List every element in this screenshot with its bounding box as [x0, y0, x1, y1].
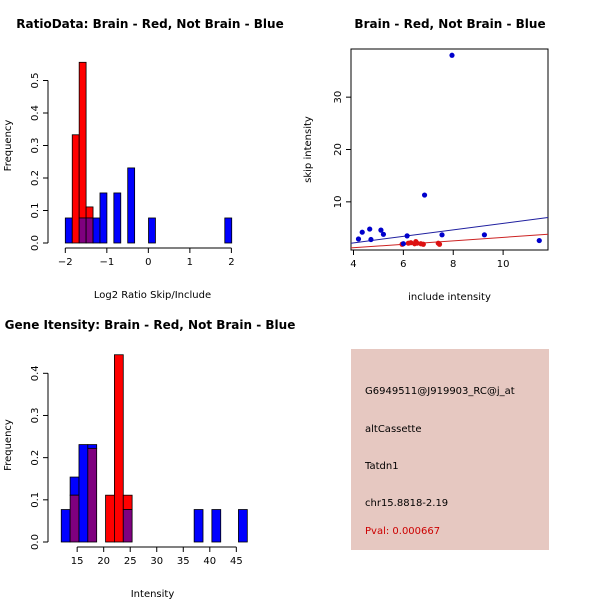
ratio-x-tick-label: −2	[58, 257, 73, 268]
ratio-y-tick-label: 0.1	[30, 203, 41, 219]
ratio-x-tick-label: 0	[145, 257, 151, 268]
scatter-y-tick-label: 10	[333, 195, 344, 208]
ratio-y-tick-label: 0.0	[30, 235, 41, 251]
scatter-y-tick-label: 20	[333, 143, 344, 156]
ratio-bar-not-brain	[92, 217, 101, 244]
ratio-x-axis-label: Log2 Ratio Skip/Include	[94, 290, 211, 301]
scatter-point-not-brain	[439, 232, 445, 238]
scatter-point-not-brain	[378, 227, 384, 233]
ratio-bar-overlap	[85, 217, 94, 244]
intensity-title: Gene Itensity: Brain - Red, Not Brain - …	[5, 318, 296, 332]
genomic-location: chr15.8818-2.19	[365, 498, 449, 509]
intensity-y-tick-label: 0.1	[30, 492, 41, 508]
scatter-point-not-brain	[359, 229, 365, 235]
intensity-y-tick-label: 0.0	[30, 534, 41, 550]
scatter-y-axis-label: skip intensity	[303, 116, 314, 183]
intensity-bar-not-brain	[78, 444, 89, 543]
intensity-y-tick-label: 0.3	[30, 408, 41, 424]
intensity-bar-not-brain	[60, 509, 71, 543]
intensity-x-tick-label: 45	[230, 556, 243, 567]
ratio-bar-brain	[71, 134, 80, 244]
intensity-bar-not-brain	[87, 444, 98, 449]
scatter-x-axis-label: include intensity	[408, 292, 491, 303]
intensity-bar-brain	[105, 494, 115, 543]
ratio-x-tick-label: 2	[228, 257, 234, 268]
ratio-bar-overlap	[78, 217, 87, 244]
ratio-y-tick-label: 0.3	[30, 138, 41, 154]
intensity-x-tick-label: 35	[177, 556, 190, 567]
ratio-y-tick-label: 0.4	[30, 105, 41, 121]
ratio-y-tick-label: 0.5	[30, 73, 41, 89]
intensity-y-tick-label: 0.4	[30, 365, 41, 381]
scatter-fit-line-not-brain	[350, 217, 549, 244]
scatter-title: Brain - Red, Not Brain - Blue	[354, 17, 545, 31]
intensity-bar-not-brain	[211, 509, 222, 543]
scatter-x-tick-label: 4	[350, 259, 356, 270]
intensity-x-axis-label: Intensity	[131, 589, 175, 600]
scatter-point-not-brain	[449, 52, 455, 58]
intensity-bar-not-brain	[193, 509, 204, 543]
scatter-x-tick-label: 6	[400, 259, 406, 270]
ratio-bar-brain	[85, 206, 94, 219]
ratio-bar-not-brain	[224, 217, 233, 244]
scatter-x-tick-label: 8	[450, 259, 456, 270]
scatter-point-brain	[420, 241, 426, 247]
intensity-bar-not-brain	[238, 509, 248, 543]
info-panel: G6949511@J919903_RC@j_at altCassette Tat…	[351, 349, 549, 550]
ratio-bar-not-brain	[113, 192, 122, 244]
scatter-point-not-brain	[355, 236, 362, 242]
ratio-x-tick-label: −1	[99, 257, 114, 268]
event-type: altCassette	[365, 424, 422, 435]
scatter-x-tick-label: 10	[497, 259, 510, 270]
intensity-bar-brain	[122, 494, 133, 510]
intensity-y-axis-label: Frequency	[3, 419, 14, 471]
scatter-point-not-brain	[536, 237, 542, 244]
scatter-point-not-brain	[421, 192, 428, 198]
ratio-bar-not-brain	[127, 167, 136, 244]
intensity-bar-overlap	[69, 494, 80, 543]
scatter-fit-line-brain	[350, 233, 549, 249]
intensity-bar-overlap	[122, 509, 133, 543]
scatter-point-not-brain	[404, 233, 410, 239]
intensity-x-tick-label: 20	[97, 556, 110, 567]
gene-name: Tatdn1	[365, 461, 399, 472]
p-value: Pval: 0.000667	[365, 526, 441, 537]
ratio-bar-brain	[78, 61, 87, 219]
scatter-point-not-brain	[368, 236, 374, 243]
scatter-point-not-brain	[380, 231, 387, 237]
probe-id: G6949511@J919903_RC@j_at	[365, 386, 515, 397]
ratio-bar-not-brain	[99, 192, 108, 244]
scatter-y-tick-label: 30	[333, 91, 344, 104]
ratio-y-axis-label: Frequency	[3, 120, 14, 172]
intensity-y-tick-label: 0.2	[30, 450, 41, 466]
intensity-bar-brain	[114, 354, 124, 543]
ratio-title: RatioData: Brain - Red, Not Brain - Blue	[16, 17, 283, 31]
intensity-x-tick-label: 30	[150, 556, 163, 567]
intensity-x-tick-label: 15	[71, 556, 84, 567]
ratio-bar-not-brain	[148, 217, 156, 244]
intensity-x-tick-label: 25	[124, 556, 137, 567]
intensity-x-tick-label: 40	[203, 556, 216, 567]
scatter-point-not-brain	[481, 232, 488, 238]
scatter-point-not-brain	[367, 226, 373, 232]
ratio-y-tick-label: 0.2	[30, 170, 41, 186]
scatter-point-brain	[436, 241, 443, 247]
ratio-x-tick-label: 1	[187, 257, 193, 268]
scatter-point-not-brain	[400, 241, 406, 247]
ratio-bar-not-brain	[64, 217, 73, 244]
intensity-bar-overlap	[87, 447, 98, 543]
intensity-bar-not-brain	[69, 476, 80, 496]
scatter-plot-box	[350, 48, 549, 251]
